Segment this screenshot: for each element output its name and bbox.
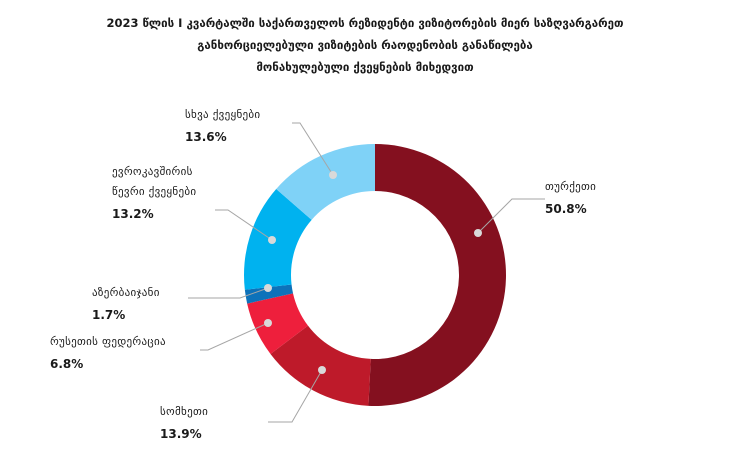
donut-slice-4 [244,188,312,290]
chart-title-line-3: მონახულებული ქვეყნების მიხედვით [256,60,474,74]
leader-dot-2 [264,319,272,327]
slice-label-4-line-0: ევროკავშირის [112,165,193,178]
donut-slices [244,144,507,406]
slice-label-4-line-1: წევრი ქვეყნები [112,185,196,198]
chart-title-line-2: განხორციელებული ვიზიტების რაოდენობის გან… [197,38,533,52]
slice-value-1: 13.9% [160,427,202,441]
leader-line-4 [215,209,273,241]
chart-title-line-1: 2023 წლის I კვარტალში საქართველოს რეზიდე… [106,16,624,30]
slice-value-5: 13.6% [185,130,227,144]
slice-label-3-line-0: აზერბაიჯანი [92,286,160,299]
donut-slice-1 [270,325,371,406]
slice-value-4: 13.2% [112,207,154,221]
slice-label-2-line-0: რუსეთის ფედერაცია [50,335,166,348]
slice-value-2: 6.8% [50,357,83,371]
donut-slice-0 [368,144,507,406]
slice-label-5-line-0: სხვა ქვეყნები [185,108,260,121]
donut-slice-5 [276,144,375,220]
donut-slice-3 [244,284,294,304]
slice-value-0: 50.8% [545,202,587,216]
leader-dot-5 [329,171,337,179]
slice-label-1-line-0: სომხეთი [160,405,208,418]
leader-line-3 [188,287,269,299]
slice-value-3: 1.7% [92,308,125,322]
leader-dot-3 [264,284,272,292]
chart-title: 2023 წლის I კვარტალში საქართველოს რეზიდე… [0,12,730,78]
slice-label-0-line-0: თურქეთი [545,180,596,193]
donut-labels: თურქეთი 50.8% სომხეთი 13.9% რუსეთის ფედერაცი… [50,108,596,441]
leader-line-5 [292,122,334,176]
leader-dot-1 [318,366,326,374]
donut-slice-2 [247,293,308,354]
leader-line-0 [477,198,545,234]
leader-line-2 [200,322,269,351]
leader-line-1 [268,369,323,423]
leader-dot-4 [268,236,276,244]
leader-dot-0 [474,229,482,237]
